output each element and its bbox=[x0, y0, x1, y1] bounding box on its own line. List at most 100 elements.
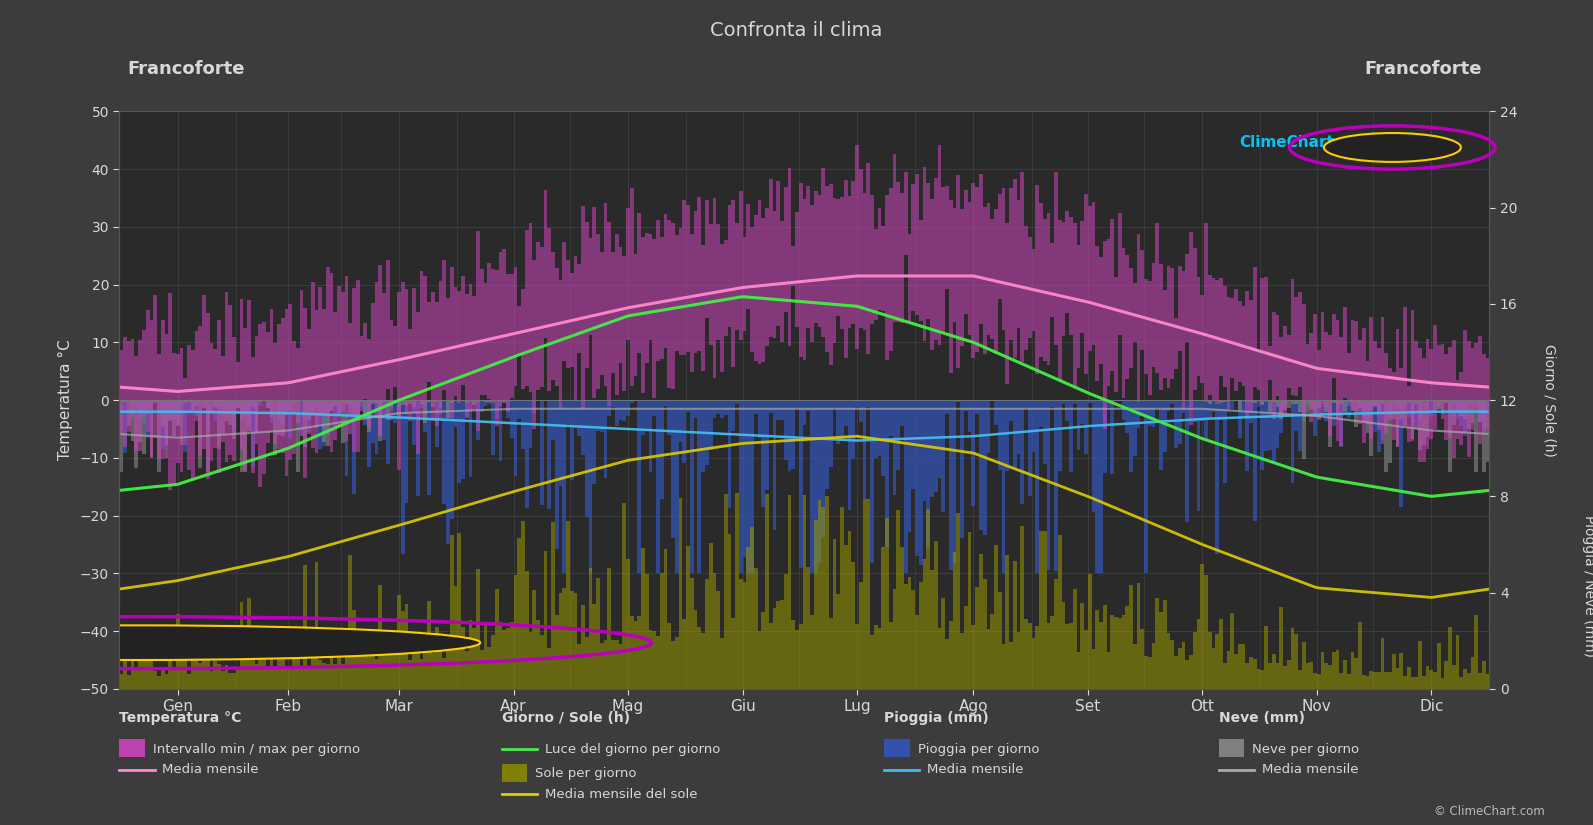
Bar bbox=[615, 640, 618, 689]
Bar bbox=[164, 400, 169, 444]
Bar bbox=[1335, 400, 1340, 409]
Bar bbox=[315, 689, 319, 825]
Bar bbox=[1309, 400, 1313, 410]
Bar bbox=[1163, 689, 1166, 825]
Bar bbox=[859, 582, 863, 689]
Bar bbox=[964, 689, 967, 804]
Bar bbox=[499, 400, 502, 460]
Bar bbox=[656, 636, 660, 689]
Bar bbox=[1271, 689, 1276, 825]
Bar bbox=[922, 689, 927, 797]
Bar bbox=[280, 689, 285, 825]
Bar bbox=[1141, 250, 1144, 350]
Bar bbox=[1096, 689, 1099, 825]
Bar bbox=[675, 235, 679, 351]
Bar bbox=[709, 689, 712, 785]
Bar bbox=[446, 400, 449, 417]
Bar bbox=[664, 689, 667, 788]
Bar bbox=[315, 400, 319, 428]
Bar bbox=[225, 689, 228, 825]
Bar bbox=[507, 274, 510, 412]
Bar bbox=[1118, 213, 1121, 335]
Bar bbox=[690, 400, 693, 573]
Bar bbox=[161, 400, 164, 427]
Bar bbox=[840, 197, 844, 329]
Bar bbox=[1096, 610, 1099, 689]
Bar bbox=[408, 661, 413, 689]
Bar bbox=[855, 400, 859, 408]
Bar bbox=[994, 689, 997, 809]
Bar bbox=[307, 689, 311, 825]
Bar bbox=[537, 243, 540, 390]
Bar bbox=[1392, 372, 1395, 441]
Bar bbox=[554, 268, 559, 386]
Bar bbox=[438, 689, 443, 825]
Bar bbox=[1437, 643, 1440, 689]
Text: Neve (mm): Neve (mm) bbox=[1219, 711, 1305, 725]
Bar bbox=[1257, 352, 1260, 390]
Bar bbox=[811, 689, 814, 785]
Bar bbox=[1456, 380, 1459, 439]
Bar bbox=[315, 309, 319, 453]
Bar bbox=[911, 590, 916, 689]
Bar bbox=[1340, 400, 1343, 447]
Bar bbox=[390, 645, 393, 689]
Bar bbox=[773, 689, 776, 783]
Bar bbox=[933, 177, 938, 340]
Bar bbox=[250, 689, 255, 825]
Bar bbox=[648, 234, 653, 340]
Bar bbox=[828, 400, 833, 467]
Bar bbox=[134, 670, 139, 689]
Bar bbox=[1107, 238, 1110, 385]
Bar bbox=[476, 400, 479, 441]
Bar bbox=[1451, 689, 1456, 825]
Bar bbox=[408, 329, 413, 422]
Bar bbox=[1351, 652, 1354, 689]
Bar bbox=[1399, 400, 1403, 507]
Bar bbox=[1301, 642, 1306, 689]
Bar bbox=[712, 689, 717, 784]
Text: Intervallo min / max per giorno: Intervallo min / max per giorno bbox=[153, 742, 360, 756]
Bar bbox=[161, 320, 164, 460]
Bar bbox=[1329, 689, 1332, 825]
Bar bbox=[1125, 255, 1129, 379]
Bar bbox=[739, 689, 742, 781]
Bar bbox=[1365, 361, 1370, 423]
Bar bbox=[637, 689, 642, 790]
Bar bbox=[405, 689, 408, 825]
Bar bbox=[892, 689, 897, 792]
Bar bbox=[1088, 206, 1091, 351]
Bar bbox=[1448, 347, 1451, 438]
Bar bbox=[687, 689, 690, 786]
Bar bbox=[1418, 400, 1423, 419]
Bar bbox=[1215, 634, 1219, 689]
Bar bbox=[292, 400, 296, 403]
Bar bbox=[164, 334, 169, 446]
Bar bbox=[123, 400, 127, 453]
Bar bbox=[964, 191, 967, 314]
Bar bbox=[502, 400, 507, 403]
Bar bbox=[551, 400, 554, 440]
Bar bbox=[150, 652, 153, 689]
Bar bbox=[750, 527, 753, 689]
Bar bbox=[296, 348, 299, 422]
Bar bbox=[967, 689, 972, 804]
Bar bbox=[327, 400, 330, 435]
Bar bbox=[1279, 400, 1282, 419]
Bar bbox=[897, 400, 900, 469]
Bar bbox=[244, 328, 247, 470]
Bar bbox=[540, 689, 543, 807]
Bar bbox=[518, 539, 521, 689]
Bar bbox=[228, 689, 233, 825]
Bar bbox=[803, 689, 806, 784]
Bar bbox=[1384, 689, 1388, 825]
Bar bbox=[675, 400, 679, 573]
Bar bbox=[449, 400, 454, 403]
Bar bbox=[153, 689, 158, 825]
Bar bbox=[1241, 689, 1246, 825]
Bar bbox=[938, 628, 941, 689]
Bar bbox=[1343, 307, 1346, 398]
Bar bbox=[244, 400, 247, 472]
Bar bbox=[667, 400, 671, 436]
Bar bbox=[1227, 689, 1230, 825]
